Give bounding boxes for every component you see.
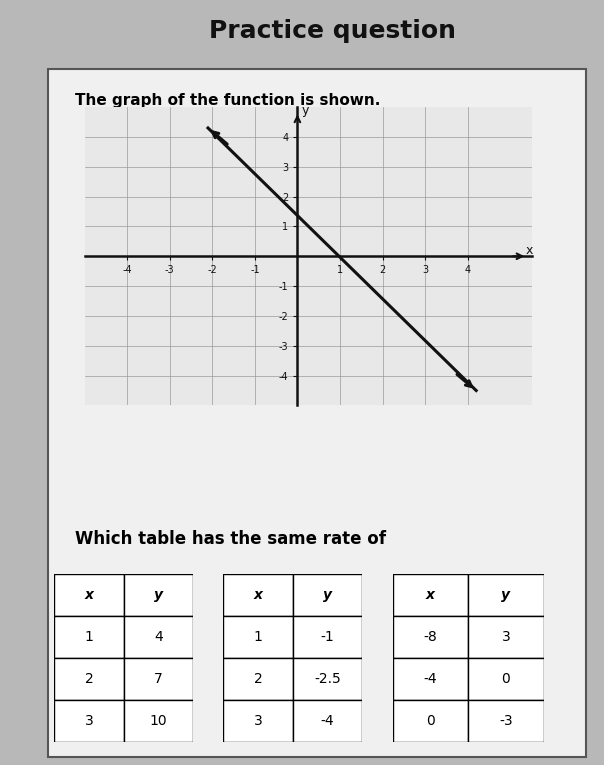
Text: Which table has the same rate of: Which table has the same rate of <box>76 530 386 549</box>
Bar <box>293 700 362 742</box>
Text: y: y <box>501 588 510 602</box>
Bar <box>223 658 293 700</box>
Bar <box>393 658 468 700</box>
Text: 4: 4 <box>154 630 163 644</box>
Text: The graph of the function is shown.: The graph of the function is shown. <box>76 93 381 108</box>
Text: 2: 2 <box>254 672 263 686</box>
Text: change?: change? <box>76 578 153 597</box>
Text: 1: 1 <box>254 630 263 644</box>
Text: x: x <box>254 588 263 602</box>
Bar <box>223 700 293 742</box>
Bar <box>293 658 362 700</box>
Text: 3: 3 <box>501 630 510 644</box>
Text: x: x <box>525 244 533 257</box>
Text: 1: 1 <box>85 630 94 644</box>
Bar <box>124 574 193 616</box>
Bar <box>124 658 193 700</box>
Bar <box>468 574 544 616</box>
Text: -4: -4 <box>321 714 335 728</box>
Text: 0: 0 <box>501 672 510 686</box>
Bar <box>54 658 124 700</box>
Text: -4: -4 <box>423 672 437 686</box>
Bar <box>393 616 468 658</box>
Text: 3: 3 <box>254 714 263 728</box>
Text: -2.5: -2.5 <box>314 672 341 686</box>
Bar <box>468 616 544 658</box>
Bar <box>54 616 124 658</box>
Text: 7: 7 <box>154 672 163 686</box>
Text: -8: -8 <box>423 630 437 644</box>
Text: y: y <box>301 103 309 116</box>
Text: -3: -3 <box>499 714 513 728</box>
Text: y: y <box>323 588 332 602</box>
Text: 3: 3 <box>85 714 94 728</box>
Text: 10: 10 <box>150 714 167 728</box>
Bar <box>54 574 124 616</box>
Bar <box>393 700 468 742</box>
Bar <box>468 700 544 742</box>
Text: 0: 0 <box>426 714 435 728</box>
Text: 2: 2 <box>85 672 94 686</box>
Bar <box>223 616 293 658</box>
Bar <box>293 616 362 658</box>
Bar <box>293 574 362 616</box>
Bar <box>393 574 468 616</box>
Bar <box>223 574 293 616</box>
Bar <box>124 700 193 742</box>
Text: x: x <box>85 588 94 602</box>
Bar <box>54 700 124 742</box>
Text: y: y <box>154 588 163 602</box>
Text: Practice question: Practice question <box>209 19 455 43</box>
Bar <box>124 616 193 658</box>
Text: x: x <box>426 588 435 602</box>
Bar <box>468 658 544 700</box>
Text: -1: -1 <box>321 630 335 644</box>
